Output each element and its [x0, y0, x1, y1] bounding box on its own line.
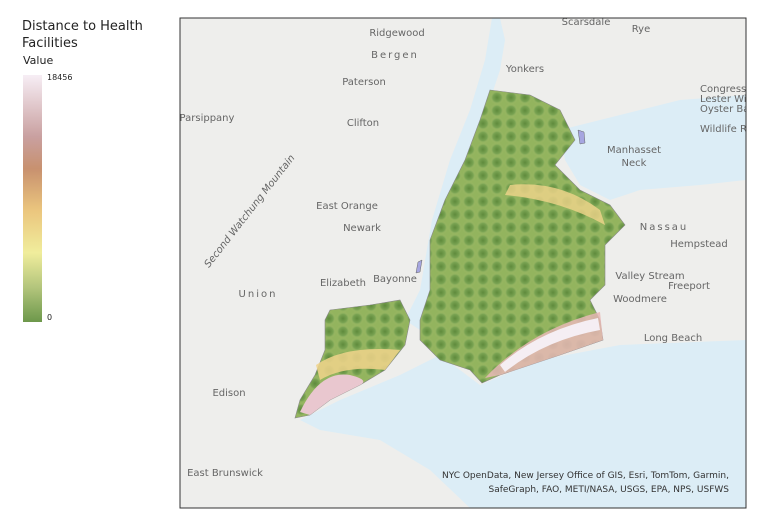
map-label: Neck	[622, 158, 647, 169]
map-label: Newark	[343, 223, 381, 234]
legend: 18456 0	[23, 73, 72, 322]
map-label: Long Beach	[644, 333, 702, 344]
mid-zone	[316, 349, 400, 380]
legend-title: Distance to Health Facilities	[22, 19, 143, 51]
legend-field: Value	[23, 54, 54, 67]
map-frame: Ridgewood Bergen Scarsdale Rye Yonkers Paters…	[180, 17, 759, 508]
water	[300, 340, 746, 508]
legend-min-label: 0	[47, 313, 52, 322]
map-label: Manhasset	[607, 145, 661, 156]
map-label: East Brunswick	[187, 468, 263, 479]
far-zone	[300, 374, 364, 415]
attribution: NYC OpenData, New Jersey Office of GIS, …	[442, 471, 729, 481]
mid-zone	[505, 184, 605, 225]
map-label: Scarsdale	[562, 17, 611, 28]
map-label: Rye	[632, 24, 650, 35]
island	[577, 129, 586, 145]
map-label: Bayonne	[373, 274, 417, 285]
water	[560, 95, 746, 200]
map-label: Oyster Ba	[700, 104, 749, 115]
map-label: Yonkers	[505, 64, 544, 75]
map-label: East Orange	[316, 201, 378, 212]
map-label: Paterson	[342, 77, 386, 88]
map-label: Nassau	[640, 222, 689, 233]
map-label: Hempstead	[670, 239, 728, 250]
map-label: Bergen	[371, 50, 419, 61]
map-label: Elizabeth	[320, 278, 366, 289]
map-label: Parsippany	[180, 113, 235, 124]
map-label: Woodmere	[613, 294, 667, 305]
map-label: Wildlife Ref	[700, 124, 757, 135]
map-label: Congressional	[700, 84, 759, 95]
map-label: Valley Stream	[615, 271, 684, 282]
legend-ramp	[23, 75, 42, 322]
map-border	[179, 17, 747, 509]
far-zone	[500, 318, 600, 372]
map-label: Union	[239, 289, 278, 300]
map-label: Edison	[212, 388, 245, 399]
map-label: Clifton	[347, 118, 379, 129]
attribution: SafeGraph, FAO, METI/NASA, USGS, EPA, NP…	[488, 485, 729, 495]
legend-max-label: 18456	[47, 73, 72, 82]
island	[415, 259, 423, 274]
map-label: Freeport	[668, 281, 710, 292]
map-label: Lester Wil	[700, 94, 749, 105]
map-label: Ridgewood	[369, 28, 424, 39]
